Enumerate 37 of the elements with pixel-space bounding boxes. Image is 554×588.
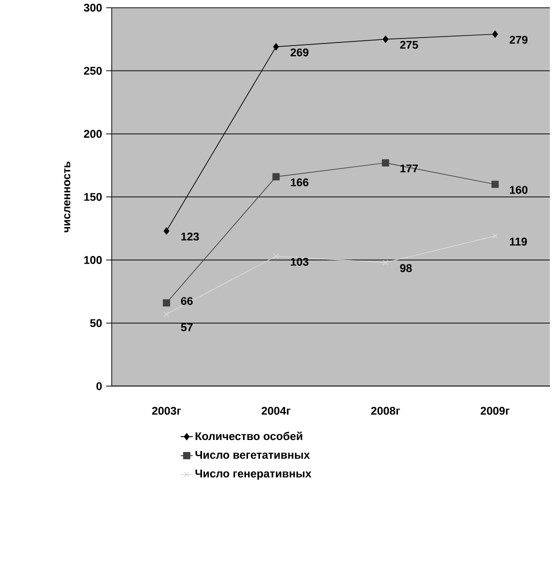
point: [382, 159, 390, 166]
data-label: 275: [400, 40, 418, 49]
data-label: 119: [510, 238, 528, 246]
y-axis-title: численность: [64, 162, 71, 232]
y-tick-label: 200: [84, 130, 102, 138]
y-tick-label: 300: [84, 4, 102, 12]
legend-label: Число генеративных: [196, 470, 312, 480]
y-tick-label: 100: [84, 256, 102, 264]
data-label: 269: [290, 48, 309, 56]
data-label: 66: [181, 297, 193, 305]
x-tick-label: 2004г: [262, 406, 291, 415]
y-tick-label: 50: [90, 319, 102, 328]
point: [492, 233, 498, 239]
y-tick-label: 0: [96, 382, 102, 390]
data-label: 98: [400, 264, 412, 272]
point: [163, 299, 170, 307]
x-tick-label: 2008г: [371, 406, 400, 415]
legend-label: Число вегетативных: [196, 451, 310, 459]
point: [164, 312, 170, 317]
legend-label: Количество особей: [196, 432, 302, 440]
data-label: 57: [181, 323, 193, 332]
point: [492, 30, 498, 38]
point: [274, 254, 279, 259]
point: [383, 260, 388, 266]
data-label: 160: [510, 186, 528, 194]
y-tick-label: 150: [84, 192, 102, 201]
data-label: 123: [182, 232, 200, 241]
point: [382, 36, 389, 43]
point: [273, 43, 280, 50]
x-tick-label: 2003г: [152, 406, 182, 415]
point: [164, 227, 170, 235]
data-label: 166: [291, 178, 309, 186]
y-tick-label: 250: [84, 66, 102, 75]
x-tick-label: 2009г: [480, 406, 510, 415]
point: [492, 180, 499, 188]
point: [272, 173, 280, 180]
data-label: 279: [510, 36, 528, 44]
